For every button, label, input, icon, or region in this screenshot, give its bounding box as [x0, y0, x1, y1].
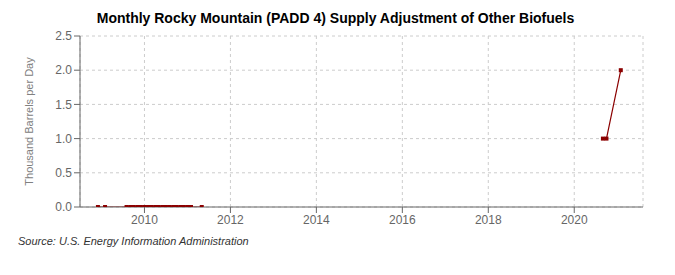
svg-text:0.0: 0.0	[55, 200, 72, 214]
svg-text:2.5: 2.5	[55, 29, 72, 43]
svg-text:Thousand Barrels per Day: Thousand Barrels per Day	[23, 57, 35, 186]
svg-text:0.5: 0.5	[55, 166, 72, 180]
svg-text:2020: 2020	[561, 213, 588, 227]
svg-text:2012: 2012	[217, 213, 244, 227]
svg-text:2.0: 2.0	[55, 63, 72, 77]
svg-text:2014: 2014	[303, 213, 330, 227]
html-text:Source: U.S. Energy Informatio: Source: U.S. Energy Information Administ…	[18, 235, 249, 247]
html-text:Monthly Rocky Mountain (PADD 4: Monthly Rocky Mountain (PADD 4) Supply A…	[96, 10, 575, 26]
svg-text:2016: 2016	[389, 213, 416, 227]
svg-text:2018: 2018	[475, 213, 502, 227]
svg-text:1.5: 1.5	[55, 98, 72, 112]
svg-text:2010: 2010	[131, 213, 158, 227]
svg-text:1.0: 1.0	[55, 132, 72, 146]
